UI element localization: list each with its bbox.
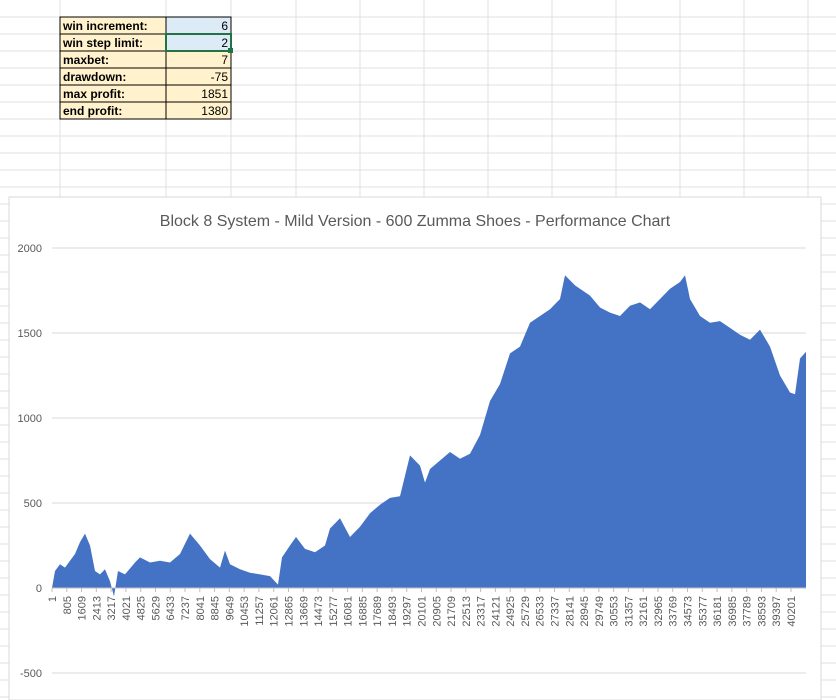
x-tick-label: 38593 <box>756 596 768 627</box>
x-tick-label: 34573 <box>683 596 695 627</box>
x-tick-label: 2413 <box>91 596 103 620</box>
x-tick-label: 36985 <box>727 596 739 627</box>
x-tick-label: 35377 <box>697 596 709 627</box>
x-tick-label: 8845 <box>210 596 222 620</box>
x-tick-label: 1 <box>47 596 59 602</box>
cell-value: 6 <box>221 19 228 33</box>
x-tick-label: 11257 <box>254 596 266 626</box>
x-tick-label: 805 <box>62 596 74 614</box>
x-tick-label: 16081 <box>343 596 355 627</box>
x-tick-label: 5629 <box>150 596 162 620</box>
x-tick-label: 19297 <box>402 596 414 627</box>
cell-label: max profit: <box>63 87 125 101</box>
plot: -500 0 500 1000 1500 2000 1 805 1609 2413 3217 4021… <box>18 243 806 680</box>
x-tick-label: 20101 <box>416 596 428 627</box>
cell-label: win step limit: <box>62 36 143 50</box>
x-tick-label: 18493 <box>387 596 399 627</box>
cell-value: 1380 <box>201 104 228 118</box>
x-tick-label: 4021 <box>121 596 133 620</box>
x-tick-label: 27337 <box>550 596 562 627</box>
x-tick-label: 14473 <box>313 596 325 627</box>
x-tick-label: 30553 <box>609 596 621 627</box>
x-tick-label: 36181 <box>712 596 724 627</box>
x-tick-label: 25729 <box>520 596 532 627</box>
area <box>52 275 806 597</box>
x-tick-label: 8041 <box>195 596 207 620</box>
cell-label: end profit: <box>63 104 122 118</box>
x-tick-label: 28945 <box>579 596 591 627</box>
x-tick-label: 33769 <box>668 596 680 627</box>
x-tick-label: 24121 <box>490 596 502 627</box>
x-tick-label: 21709 <box>446 596 458 627</box>
x-tick-label: 31357 <box>623 596 635 627</box>
x-tick-label: 40201 <box>786 596 798 627</box>
y-tick-label: -500 <box>20 668 42 680</box>
x-tick-label: 6433 <box>165 596 177 620</box>
x-tick-label: 37789 <box>742 596 754 627</box>
cell-label: win increment: <box>62 19 148 33</box>
x-tick-label: 15277 <box>328 596 340 627</box>
y-tick-label: 0 <box>36 583 42 595</box>
fill-handle <box>228 48 233 53</box>
x-tick-label: 22513 <box>461 596 473 627</box>
x-tick-label: 26533 <box>535 596 547 627</box>
x-tick-label: 1609 <box>77 596 89 620</box>
x-tick-label: 13669 <box>298 596 310 627</box>
x-tick-label: 29749 <box>594 596 606 627</box>
x-tick-label: 12061 <box>269 596 281 627</box>
x-tick-label: 10453 <box>239 596 251 627</box>
x-tick-label: 7237 <box>180 596 192 620</box>
x-tick-label: 23317 <box>476 596 488 627</box>
x-tick-label: 4825 <box>136 596 148 620</box>
cell-label: maxbet: <box>63 53 109 67</box>
value-cell <box>165 101 232 120</box>
chart-title: Block 8 System - Mild Version - 600 Zumm… <box>160 213 671 230</box>
cell-value: 2 <box>221 36 228 50</box>
y-tick-label: 500 <box>24 498 42 510</box>
x-tick-label: 32161 <box>638 596 650 627</box>
table: win increment: 6 win step limit: 2 maxbet: 7 d… <box>59 16 233 120</box>
x-tick-label: 17689 <box>372 596 384 627</box>
x-tick-label: 39397 <box>771 596 783 627</box>
x-tick-label: 28141 <box>564 596 576 627</box>
cell-value: 7 <box>221 53 228 67</box>
x-tick-label: 3217 <box>106 596 118 620</box>
y-tick-label: 1500 <box>18 328 42 340</box>
x-tick-label: 9649 <box>224 596 236 620</box>
y-tick-label: 2000 <box>18 243 42 255</box>
y-tick-label: 1000 <box>18 413 42 425</box>
selected-cell <box>165 33 232 52</box>
x-tick-label: 12865 <box>283 596 295 627</box>
cell-value: -75 <box>211 70 229 84</box>
x-tick-label: 20905 <box>431 596 443 627</box>
x-tick-label: 32965 <box>653 596 665 627</box>
cell-label: drawdown: <box>63 70 126 84</box>
cell-value: 1851 <box>201 87 228 101</box>
x-tick-label: 16885 <box>357 596 369 627</box>
x-tick-label: 24925 <box>505 596 517 627</box>
